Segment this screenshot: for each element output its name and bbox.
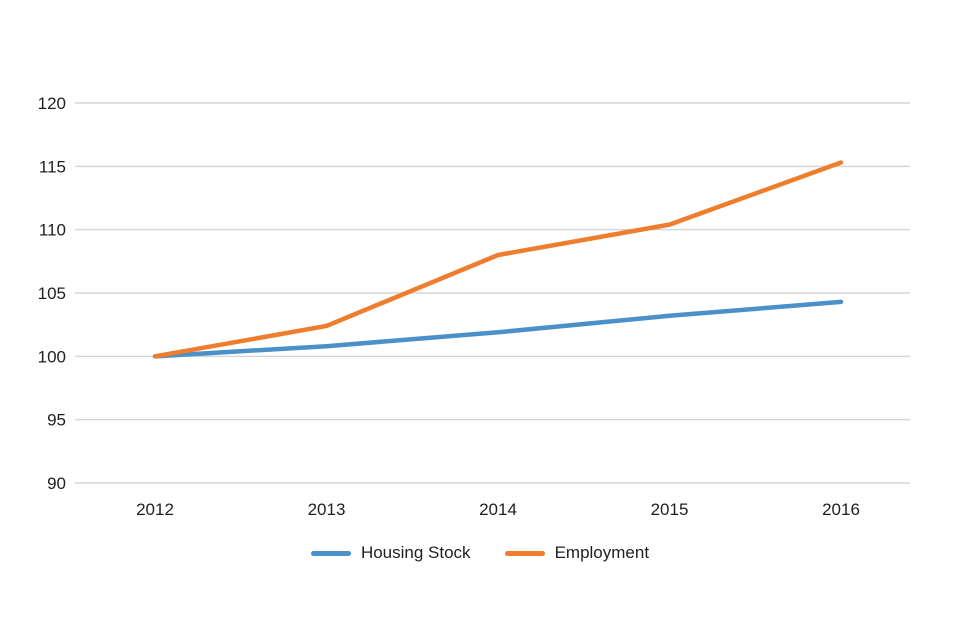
y-tick-label-100: 100 bbox=[38, 347, 66, 366]
x-tick-label-2012: 2012 bbox=[136, 500, 174, 519]
series-line-housing-stock bbox=[152, 299, 844, 359]
legend-swatch-employment bbox=[504, 550, 545, 556]
y-tick-label-95: 95 bbox=[47, 411, 66, 430]
y-tick-label-120: 120 bbox=[38, 94, 66, 113]
line-chart-figure: 90 95 100 105 110 115 120 2012 2013 2014 2015 2016 … bbox=[0, 94, 960, 568]
legend-item-employment: Employment bbox=[504, 543, 650, 563]
x-tick-label-2016: 2016 bbox=[822, 500, 860, 519]
chart-canvas: 90 95 100 105 110 115 120 2012 2013 2014 2015 2016 bbox=[38, 94, 910, 519]
series-line-employment bbox=[152, 160, 844, 359]
y-tick-label-110: 110 bbox=[39, 221, 66, 240]
y-tick-label-115: 115 bbox=[39, 157, 66, 176]
legend-swatch-housing-stock bbox=[310, 550, 351, 556]
x-tick-label-2013: 2013 bbox=[308, 500, 346, 519]
y-tick-label-105: 105 bbox=[38, 284, 66, 303]
x-tick-label-2014: 2014 bbox=[479, 500, 517, 519]
x-tick-label-2015: 2015 bbox=[651, 500, 689, 519]
legend-label-housing-stock: Housing Stock bbox=[360, 543, 471, 562]
y-tick-label-90: 90 bbox=[47, 474, 66, 493]
legend-item-housing-stock: Housing Stock bbox=[310, 543, 471, 563]
chart-legend: Housing Stock Employment bbox=[0, 538, 960, 568]
legend-label-employment: Employment bbox=[554, 543, 650, 562]
